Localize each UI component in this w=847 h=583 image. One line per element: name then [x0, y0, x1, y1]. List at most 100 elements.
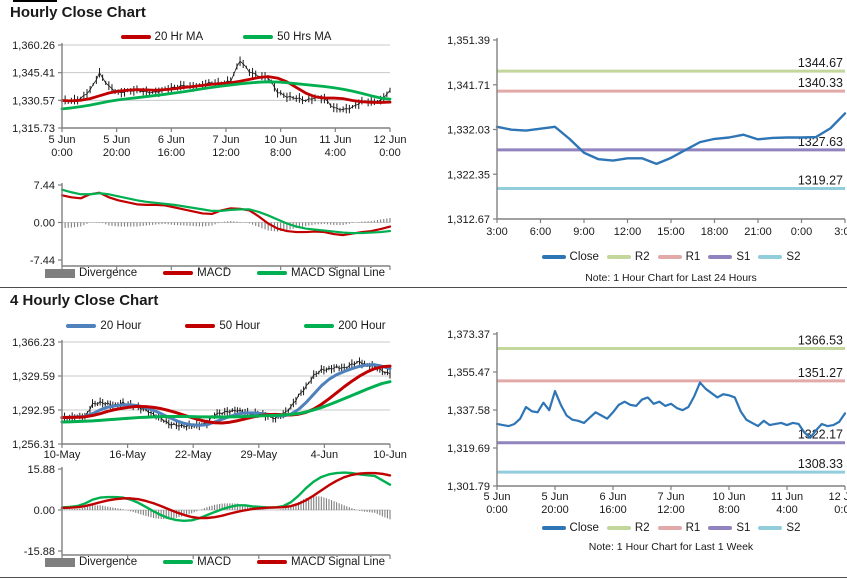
x-tick-label: 0:00: [791, 226, 812, 238]
x-tick-label: 12:00: [212, 147, 240, 159]
level-label-r1: 1340.33: [798, 76, 843, 90]
x-tick-label: 10-May: [44, 449, 81, 461]
legend-swatch: [758, 255, 783, 259]
y-tick-label: 1,351.39: [447, 35, 490, 47]
x-tick-label: 12:00: [614, 226, 642, 238]
legend-swatch: [758, 526, 783, 530]
x-tick-label: 12:00: [657, 504, 685, 516]
legend-swatch: [657, 526, 682, 530]
legend-swatch: [304, 324, 335, 328]
series-line-50-hour: [60, 364, 392, 425]
legend-label: R2: [634, 522, 650, 534]
legend-item-r1: R1: [657, 251, 700, 263]
legend-swatch: [541, 526, 566, 530]
legend-item-s1: S1: [708, 522, 750, 534]
series-line-macd: [60, 471, 392, 523]
hourly-pivot-chart-canvas: 1344.671340.331327.631319.271,351.391,34…: [447, 35, 847, 238]
x-tick-label: 16:00: [599, 504, 627, 516]
legend-item-close: Close: [541, 251, 599, 263]
y-tick-label: 1,315.73: [12, 123, 55, 135]
legend-swatch: [66, 324, 97, 328]
legend-label: Close: [569, 251, 599, 263]
series-line-macd: [60, 191, 392, 237]
legend-item-20-hour: 20 Hour: [66, 320, 141, 332]
hourly-pivot-legend: Close R2 R1 S1 S2: [497, 251, 845, 263]
weekly-pivot-note: Note: 1 Hour Chart for Last 1 Week: [588, 541, 754, 553]
series-line-close: [495, 112, 847, 166]
y-tick-label: 1,355.47: [447, 367, 490, 379]
legend-swatch: [243, 35, 274, 39]
x-tick-label: 11 Jun: [771, 491, 803, 503]
x-tick-label: 8:00: [270, 147, 291, 159]
legend-swatch: [708, 255, 733, 259]
legend-item-50-hrs-ma: 50 Hrs MA: [243, 31, 331, 43]
y-tick-label: 0.00: [34, 505, 55, 517]
x-tick-label: 29-May: [240, 449, 277, 461]
legend-label: S2: [786, 251, 801, 263]
x-tick-label: 0:00: [379, 147, 400, 159]
legend-item-r1: R1: [657, 522, 700, 534]
y-tick-label: 1,341.71: [447, 80, 490, 92]
legend-swatch: [541, 255, 566, 259]
x-tick-label: 6 Jun: [158, 134, 185, 146]
x-tick-label: 21:00: [744, 226, 772, 238]
x-tick-label: 3:00: [834, 226, 847, 238]
y-tick-label: 1,322.35: [447, 169, 490, 181]
legend-label: Close: [569, 522, 599, 534]
hourly-section-title: Hourly Close Chart: [10, 4, 146, 21]
four-hourly-macd-chart-canvas: 15.88 0.00 -15.88: [24, 464, 392, 559]
legend-item-s2: S2: [758, 251, 800, 263]
legend-label: Divergence: [78, 267, 138, 279]
x-tick-label: 7 Jun: [213, 134, 240, 146]
legend-item-s2: S2: [758, 522, 800, 534]
legend-label: 50 Hour: [219, 320, 261, 332]
y-tick-label: 7.44: [34, 180, 55, 192]
legend-label: 200 Hour: [338, 320, 386, 332]
legend-item-divergence: Divergence: [44, 556, 137, 568]
y-tick-label: 1,373.37: [447, 329, 490, 341]
divergence-bars: [61, 217, 391, 232]
x-tick-label: 22-May: [175, 449, 212, 461]
y-tick-label: 1,332.03: [447, 125, 490, 137]
series-line-close: [495, 381, 847, 439]
x-tick-label: 20:00: [541, 504, 569, 516]
legend-item-50-hour: 50 Hour: [185, 320, 260, 332]
legend-item-macd-signal-line: MACD Signal Line: [257, 267, 385, 279]
legend-swatch: [257, 271, 288, 275]
level-label-s2: 1308.33: [798, 457, 843, 471]
four-hourly-section-title: 4 Hourly Close Chart: [10, 292, 159, 309]
level-label-s1: 1322.17: [798, 428, 843, 442]
series-line-macd-signal-line: [60, 471, 392, 520]
x-tick-label: 0:00: [486, 504, 507, 516]
x-tick-label: 8:00: [718, 504, 739, 516]
series-line-50-hrs-ma: [60, 80, 392, 111]
legend-swatch: [44, 557, 75, 567]
x-tick-label: 16-May: [109, 449, 146, 461]
legend-item-macd: MACD: [163, 267, 231, 279]
y-tick-label: -15.88: [24, 546, 55, 558]
x-tick-label: 5 Jun: [484, 491, 511, 503]
weekly-pivot-chart-canvas: 1366.53 1351.27 1322.17 1308.33 1,373.37 1,35…: [447, 329, 847, 516]
legend-item-20-hr-ma: 20 Hr MA: [120, 31, 204, 43]
x-tick-label: 11 Jun: [319, 134, 351, 146]
legend-item-macd: MACD: [163, 556, 231, 568]
y-tick-label: 0.00: [34, 218, 55, 230]
legend-label: MACD: [197, 267, 232, 279]
divergence-bars: [61, 496, 391, 520]
legend-swatch: [606, 526, 631, 530]
series-line-macd-signal-line: [60, 188, 392, 235]
x-tick-label: 4:00: [325, 147, 346, 159]
y-tick-label: 1,256.31: [12, 439, 55, 451]
legend-item-200-hour: 200 Hour: [304, 320, 386, 332]
legend-swatch: [163, 560, 194, 564]
four-hourly-price-legend: 20 Hour 50 Hour 200 Hour: [62, 320, 390, 332]
y-tick-label: 15.88: [27, 464, 55, 476]
x-tick-label: 12 Jun: [828, 491, 847, 503]
legend-label: 50 Hrs MA: [277, 31, 332, 43]
y-tick-label: 1,366.23: [12, 337, 55, 349]
hourly-pivot-note: Note: 1 Hour Chart for Last 24 Hours: [585, 272, 757, 284]
legend-label: 20 Hr MA: [154, 31, 204, 43]
four-hourly-macd-legend: Divergence MACD MACD Signal Line: [40, 556, 390, 568]
legend-item-close: Close: [541, 522, 599, 534]
hourly-macd-chart-canvas: 7.44 0.00 -7.44: [30, 180, 392, 270]
